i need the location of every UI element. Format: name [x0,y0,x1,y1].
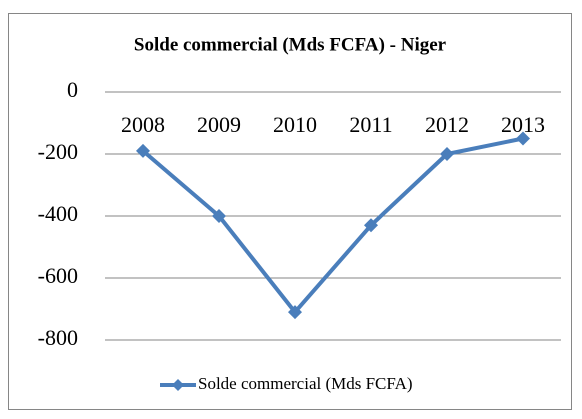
data-marker [288,305,302,320]
data-marker [516,131,530,146]
y-tick-label: -800 [38,325,78,350]
x-tick-label: 2009 [197,112,241,137]
x-tick-label: 2010 [273,112,317,137]
data-marker [364,218,378,233]
chart-border [8,13,572,410]
legend-label: Solde commercial (Mds FCFA) [198,374,413,393]
y-tick-label: 0 [67,77,78,102]
data-marker [136,143,150,158]
data-marker [212,209,226,223]
y-tick-label: -400 [38,201,78,226]
y-tick-label: -600 [38,263,78,288]
x-tick-label: 2008 [121,112,165,137]
chart-title: Solde commercial (Mds FCFA) - Niger [134,34,447,55]
data-line [141,136,524,315]
legend-marker [172,379,184,391]
x-tick-label: 2011 [349,112,392,137]
y-tick-label: -200 [38,139,78,164]
data-marker [440,147,454,161]
x-tick-label: 2012 [425,112,469,137]
